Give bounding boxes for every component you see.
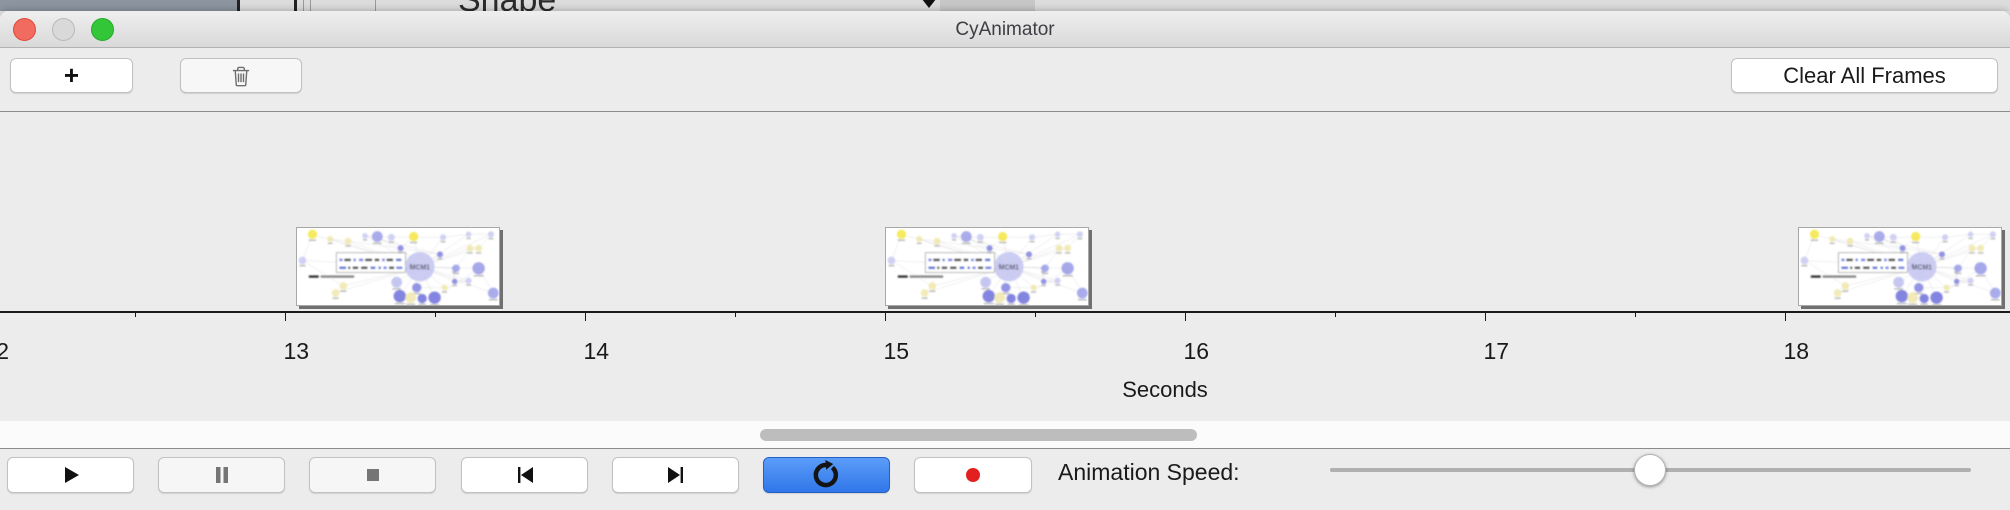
svg-text:MCM1: MCM1 [999, 265, 1019, 272]
svg-text:MCM1: MCM1 [1912, 265, 1932, 272]
svg-text:MCM1: MCM1 [410, 265, 430, 272]
